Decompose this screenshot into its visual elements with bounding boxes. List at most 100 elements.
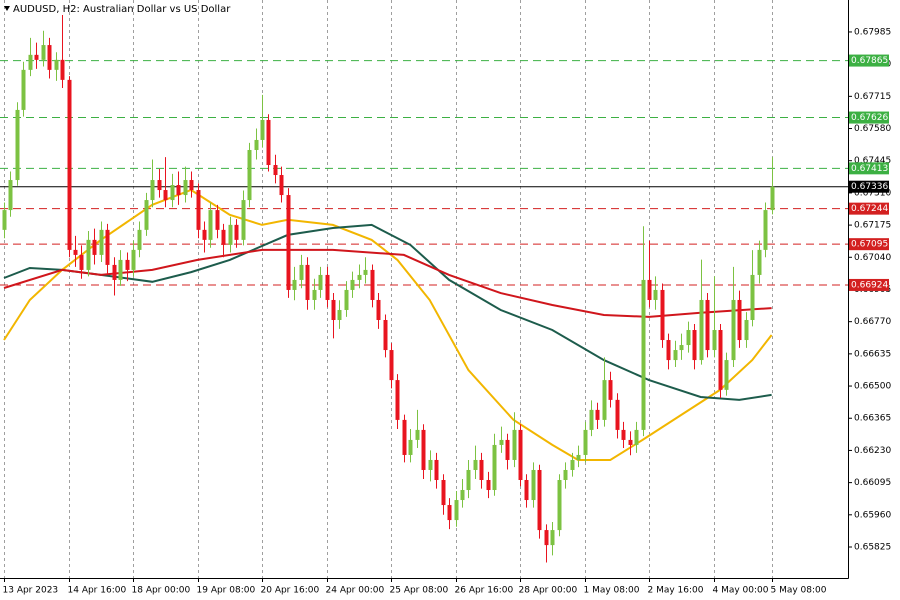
- candle-body: [286, 195, 291, 290]
- candle-body: [176, 185, 181, 196]
- candle-body: [15, 109, 20, 181]
- candle-body: [499, 439, 504, 445]
- candle-body: [144, 200, 149, 230]
- moving-averages: [3, 188, 773, 461]
- candle-body: [99, 229, 104, 255]
- candle-body: [125, 259, 130, 270]
- candle-body: [750, 274, 755, 320]
- candle-body: [428, 459, 433, 470]
- candle-body: [570, 459, 575, 470]
- x-tick-label: 26 Apr 16:00: [455, 586, 514, 596]
- candle-body: [408, 439, 413, 455]
- y-tick-label: 0.66365: [854, 414, 891, 424]
- candle-body: [441, 479, 446, 506]
- candle-body: [712, 330, 717, 351]
- candle-body: [363, 269, 368, 275]
- x-tick-label: 18 Apr 00:00: [132, 586, 191, 596]
- candle-body: [531, 469, 536, 501]
- candle-body: [583, 429, 588, 455]
- candle-body: [305, 264, 310, 300]
- candle-body: [247, 149, 252, 201]
- level-label: 0.66924: [851, 280, 888, 290]
- candle-body: [189, 180, 194, 191]
- candle-body: [260, 119, 265, 140]
- x-tick-label: 13 Apr 2023: [3, 586, 59, 596]
- candle-body: [466, 469, 471, 491]
- candle-body: [79, 254, 84, 270]
- axis-labels: 0.679850.678500.677150.675800.674450.673…: [3, 27, 892, 595]
- levels: [0, 60, 848, 286]
- candle-body: [673, 350, 678, 361]
- candle-body: [679, 345, 684, 351]
- level-label: 0.67626: [851, 113, 888, 123]
- candle-body: [357, 274, 362, 280]
- candle-body: [434, 459, 439, 480]
- level-box: [849, 162, 889, 175]
- candle-body: [705, 299, 710, 351]
- candle-body: [460, 490, 465, 501]
- candle-body: [279, 175, 284, 196]
- candle-body: [544, 530, 549, 546]
- candle-body: [2, 210, 7, 230]
- candle-body: [202, 229, 207, 240]
- last-price-box: [849, 180, 889, 193]
- moving-average: [3, 248, 772, 318]
- candle-body: [524, 479, 529, 501]
- candle-body: [576, 454, 581, 460]
- level-label: 0.67095: [851, 240, 888, 250]
- x-tick-label: 1 May 08:00: [584, 586, 640, 596]
- candle-body: [350, 279, 355, 290]
- level-label: 0.67865: [851, 56, 888, 66]
- y-tick-label: 0.67040: [854, 253, 891, 263]
- candle-body: [266, 119, 271, 166]
- candle-body: [41, 45, 46, 60]
- y-tick-label: 0.67985: [854, 27, 891, 37]
- candle-body: [602, 380, 607, 420]
- candle-body: [537, 469, 542, 531]
- candle-body: [518, 429, 523, 480]
- x-tick-label: 5 May 08:00: [771, 586, 827, 596]
- last-price-label: 0.67336: [851, 182, 888, 192]
- y-tick-label: 0.67310: [854, 188, 891, 198]
- candle-body: [105, 229, 110, 265]
- candle-body: [647, 279, 652, 300]
- candle-body: [512, 429, 517, 460]
- candle-body: [28, 54, 33, 70]
- y-tick-label: 0.67580: [854, 124, 891, 134]
- candle-body: [150, 180, 155, 201]
- candle-body: [234, 224, 239, 240]
- candle-body: [60, 59, 65, 80]
- candle-body: [73, 249, 78, 255]
- candle-body: [699, 299, 704, 361]
- moving-average: [3, 188, 773, 461]
- candle-body: [312, 289, 317, 300]
- candle-body: [383, 319, 388, 351]
- candle-body: [163, 190, 168, 201]
- x-tick-label: 14 Apr 16:00: [68, 586, 127, 596]
- candle-body: [118, 259, 123, 280]
- candle-body: [737, 299, 742, 341]
- candle-body: [757, 249, 762, 275]
- candle-body: [763, 210, 768, 250]
- candle-body: [344, 289, 349, 310]
- candle-body: [370, 269, 375, 300]
- candle-body: [724, 360, 729, 390]
- x-tick-label: 24 Apr 00:00: [326, 586, 385, 596]
- y-tick-label: 0.66635: [854, 349, 891, 359]
- y-tick-label: 0.65825: [854, 543, 891, 553]
- candle-body: [550, 530, 555, 546]
- x-tick-label: 25 Apr 08:00: [390, 586, 449, 596]
- candle-body: [54, 59, 59, 70]
- level-label: 0.67244: [851, 204, 888, 214]
- candle-body: [86, 239, 91, 270]
- candle-body: [325, 274, 330, 300]
- candle-body: [608, 380, 613, 400]
- symbol-icon: [4, 6, 10, 11]
- candle-body: [34, 54, 39, 60]
- chart-title: AUDUSD, H2: Australian Dollar vs US Doll…: [13, 4, 231, 15]
- candle-body: [47, 45, 52, 70]
- candle-body: [628, 439, 633, 445]
- level-box: [849, 111, 889, 124]
- candle-body: [221, 229, 226, 245]
- candle-body: [744, 319, 749, 341]
